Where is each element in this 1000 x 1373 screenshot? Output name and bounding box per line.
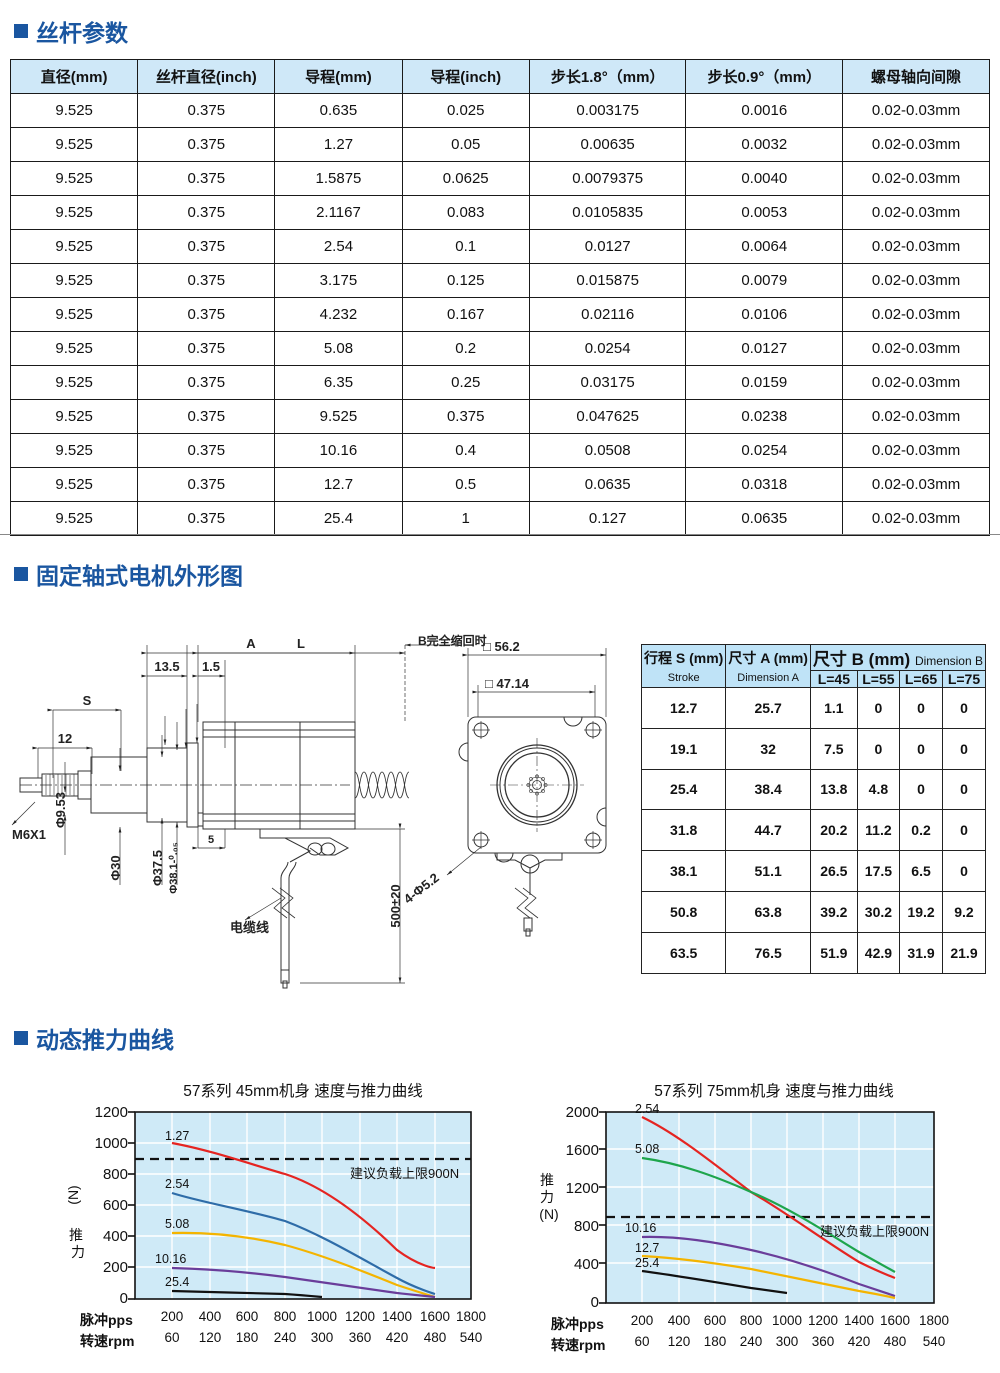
svg-text:300: 300 — [776, 1334, 799, 1349]
svg-text:360: 360 — [349, 1330, 372, 1345]
svg-text:1.27: 1.27 — [165, 1129, 189, 1143]
svg-text:□ 47.14: □ 47.14 — [485, 676, 530, 691]
svg-text:M6X1: M6X1 — [12, 827, 46, 842]
svg-text:5: 5 — [208, 834, 214, 846]
svg-text:1800: 1800 — [456, 1309, 486, 1324]
svg-text:5.08: 5.08 — [165, 1217, 189, 1231]
svg-text:0: 0 — [591, 1294, 599, 1311]
svg-text:300: 300 — [311, 1330, 334, 1345]
svg-text:1400: 1400 — [382, 1309, 412, 1324]
svg-text:400: 400 — [574, 1256, 599, 1273]
svg-text:400: 400 — [103, 1228, 128, 1245]
svg-text:转速rpm: 转速rpm — [551, 1337, 605, 1353]
svg-text:2.54: 2.54 — [165, 1177, 189, 1191]
svg-text:57系列 45mm机身 速度与推力曲线: 57系列 45mm机身 速度与推力曲线 — [183, 1082, 422, 1100]
svg-text:180: 180 — [236, 1330, 259, 1345]
svg-text:540: 540 — [923, 1334, 946, 1349]
svg-text:1000: 1000 — [772, 1313, 802, 1328]
svg-text:1200: 1200 — [95, 1104, 128, 1121]
svg-text:1.5: 1.5 — [202, 659, 220, 674]
svg-text:2000: 2000 — [566, 1104, 599, 1121]
svg-text:360: 360 — [812, 1334, 835, 1349]
svg-text:1200: 1200 — [345, 1309, 375, 1324]
svg-text:10.16: 10.16 — [625, 1221, 656, 1235]
svg-text:420: 420 — [848, 1334, 871, 1349]
svg-text:L: L — [297, 636, 305, 651]
svg-text:2.54: 2.54 — [635, 1102, 659, 1116]
svg-text:800: 800 — [103, 1166, 128, 1183]
svg-text:1600: 1600 — [880, 1313, 910, 1328]
svg-text:1200: 1200 — [808, 1313, 838, 1328]
svg-text:60: 60 — [634, 1334, 649, 1349]
svg-text:60: 60 — [164, 1330, 179, 1345]
svg-text:13.5: 13.5 — [154, 659, 179, 674]
svg-text:540: 540 — [460, 1330, 483, 1345]
svg-text:S: S — [83, 693, 92, 708]
svg-text:240: 240 — [740, 1334, 763, 1349]
svg-text:4-Φ5.2: 4-Φ5.2 — [401, 870, 442, 907]
svg-text:1000: 1000 — [307, 1309, 337, 1324]
svg-text:0: 0 — [120, 1290, 128, 1307]
svg-text:1800: 1800 — [919, 1313, 949, 1328]
svg-text:600: 600 — [103, 1197, 128, 1214]
svg-text:1000: 1000 — [95, 1135, 128, 1152]
svg-text:400: 400 — [668, 1313, 691, 1328]
svg-text:400: 400 — [199, 1309, 222, 1324]
svg-text:12.7: 12.7 — [635, 1241, 659, 1255]
svg-text:1200: 1200 — [566, 1180, 599, 1197]
svg-text:240: 240 — [274, 1330, 297, 1345]
svg-text:Φ38.1-⁰.₀₅: Φ38.1-⁰.₀₅ — [168, 842, 180, 894]
svg-text:建议负载上限900N: 建议负载上限900N — [350, 1166, 459, 1181]
svg-text:推 力 (N): 推 力 (N) — [539, 1172, 558, 1222]
svg-text:25.4: 25.4 — [165, 1275, 189, 1289]
svg-text:25.4: 25.4 — [635, 1256, 659, 1270]
svg-text:480: 480 — [424, 1330, 447, 1345]
svg-text:800: 800 — [740, 1313, 763, 1328]
svg-text:200: 200 — [631, 1313, 654, 1328]
svg-text:120: 120 — [668, 1334, 691, 1349]
svg-text:57系列 75mm机身 速度与推力曲线: 57系列 75mm机身 速度与推力曲线 — [654, 1082, 893, 1100]
svg-text:600: 600 — [236, 1309, 259, 1324]
svg-text:12: 12 — [58, 731, 72, 746]
svg-text:(N): (N) — [65, 1185, 81, 1204]
svg-text:180: 180 — [704, 1334, 727, 1349]
svg-text:转速rpm: 转速rpm — [80, 1333, 134, 1349]
svg-text:420: 420 — [386, 1330, 409, 1345]
svg-text:1400: 1400 — [844, 1313, 874, 1328]
svg-text:200: 200 — [161, 1309, 184, 1324]
svg-text:1600: 1600 — [566, 1142, 599, 1159]
svg-text:B完全缩回时: B完全缩回时 — [418, 633, 487, 648]
svg-text:Φ9.53: Φ9.53 — [53, 792, 68, 828]
svg-text:1600: 1600 — [420, 1309, 450, 1324]
svg-text:480: 480 — [884, 1334, 907, 1349]
svg-text:800: 800 — [274, 1309, 297, 1324]
svg-text:脉冲pps: 脉冲pps — [550, 1316, 604, 1332]
svg-text:A: A — [246, 636, 256, 651]
svg-text:脉冲pps: 脉冲pps — [79, 1312, 133, 1328]
svg-text:电缆线: 电缆线 — [230, 920, 269, 935]
svg-text:建议负载上限900N: 建议负载上限900N — [820, 1224, 929, 1239]
svg-text:推 力: 推 力 — [69, 1227, 87, 1260]
svg-text:10.16: 10.16 — [155, 1252, 186, 1266]
svg-text:200: 200 — [103, 1259, 128, 1276]
svg-text:500±20: 500±20 — [388, 884, 403, 927]
svg-text:600: 600 — [704, 1313, 727, 1328]
svg-text:5.08: 5.08 — [635, 1142, 659, 1156]
svg-text:□ 56.2: □ 56.2 — [483, 639, 520, 654]
svg-text:Φ37.5: Φ37.5 — [150, 850, 165, 886]
svg-text:120: 120 — [199, 1330, 222, 1345]
svg-text:800: 800 — [574, 1218, 599, 1235]
svg-text:Φ30: Φ30 — [108, 855, 123, 880]
